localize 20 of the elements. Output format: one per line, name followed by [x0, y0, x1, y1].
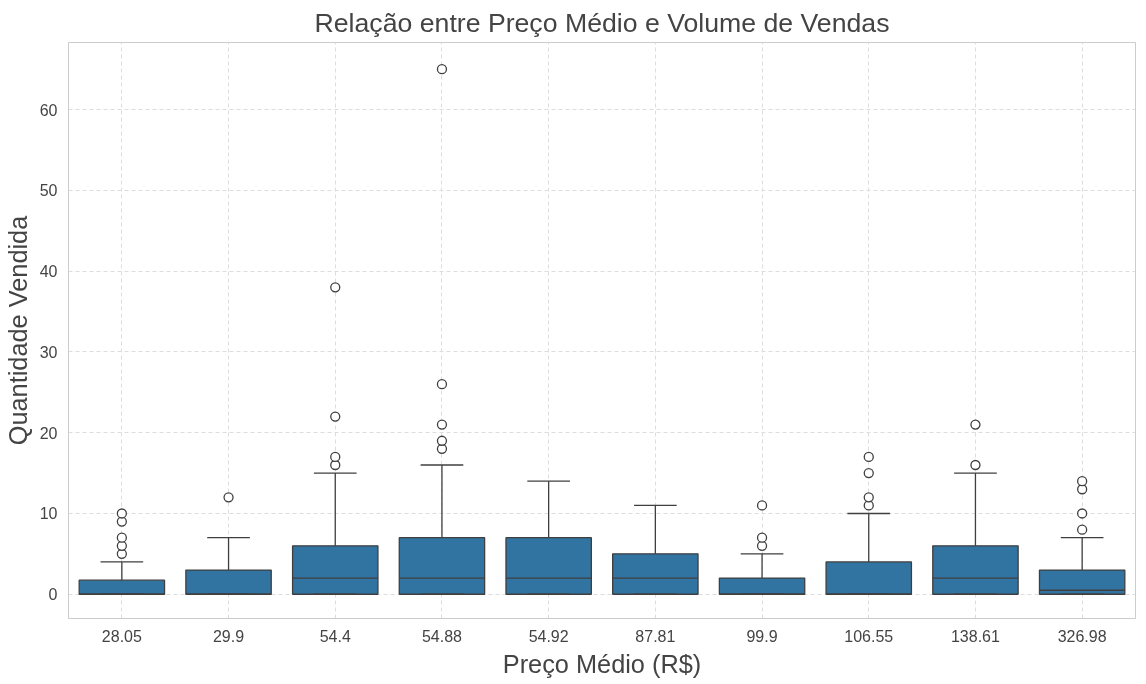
y-tick-label: 0: [48, 586, 58, 604]
x-axis-title: Preço Médio (R$): [502, 649, 702, 678]
y-tick-label: 20: [39, 424, 58, 442]
x-tick-label: 138.61: [950, 627, 1001, 645]
y-tick-label: 60: [39, 101, 58, 119]
x-tick-label: 28.05: [101, 627, 142, 645]
x-tick-label: 326.98: [1057, 627, 1107, 645]
y-tick-label: 30: [39, 343, 58, 361]
chart-title: Relação entre Preço Médio e Volume de Vendas: [314, 7, 890, 38]
x-tick-label: 54.92: [528, 627, 569, 645]
y-tick-label: 10: [39, 505, 58, 523]
y-tick-label: 40: [39, 263, 58, 281]
x-tick-label: 87.81: [635, 627, 676, 645]
x-tick-label: 29.9: [212, 627, 245, 645]
x-tick-label: 54.88: [421, 627, 463, 645]
x-tick-label: 54.4: [319, 627, 351, 645]
y-tick-label: 50: [39, 182, 58, 200]
x-tick-label: 99.9: [746, 627, 778, 645]
x-tick-label: 106.55: [844, 627, 894, 645]
y-axis-title: Quantidade Vendida: [3, 214, 32, 446]
